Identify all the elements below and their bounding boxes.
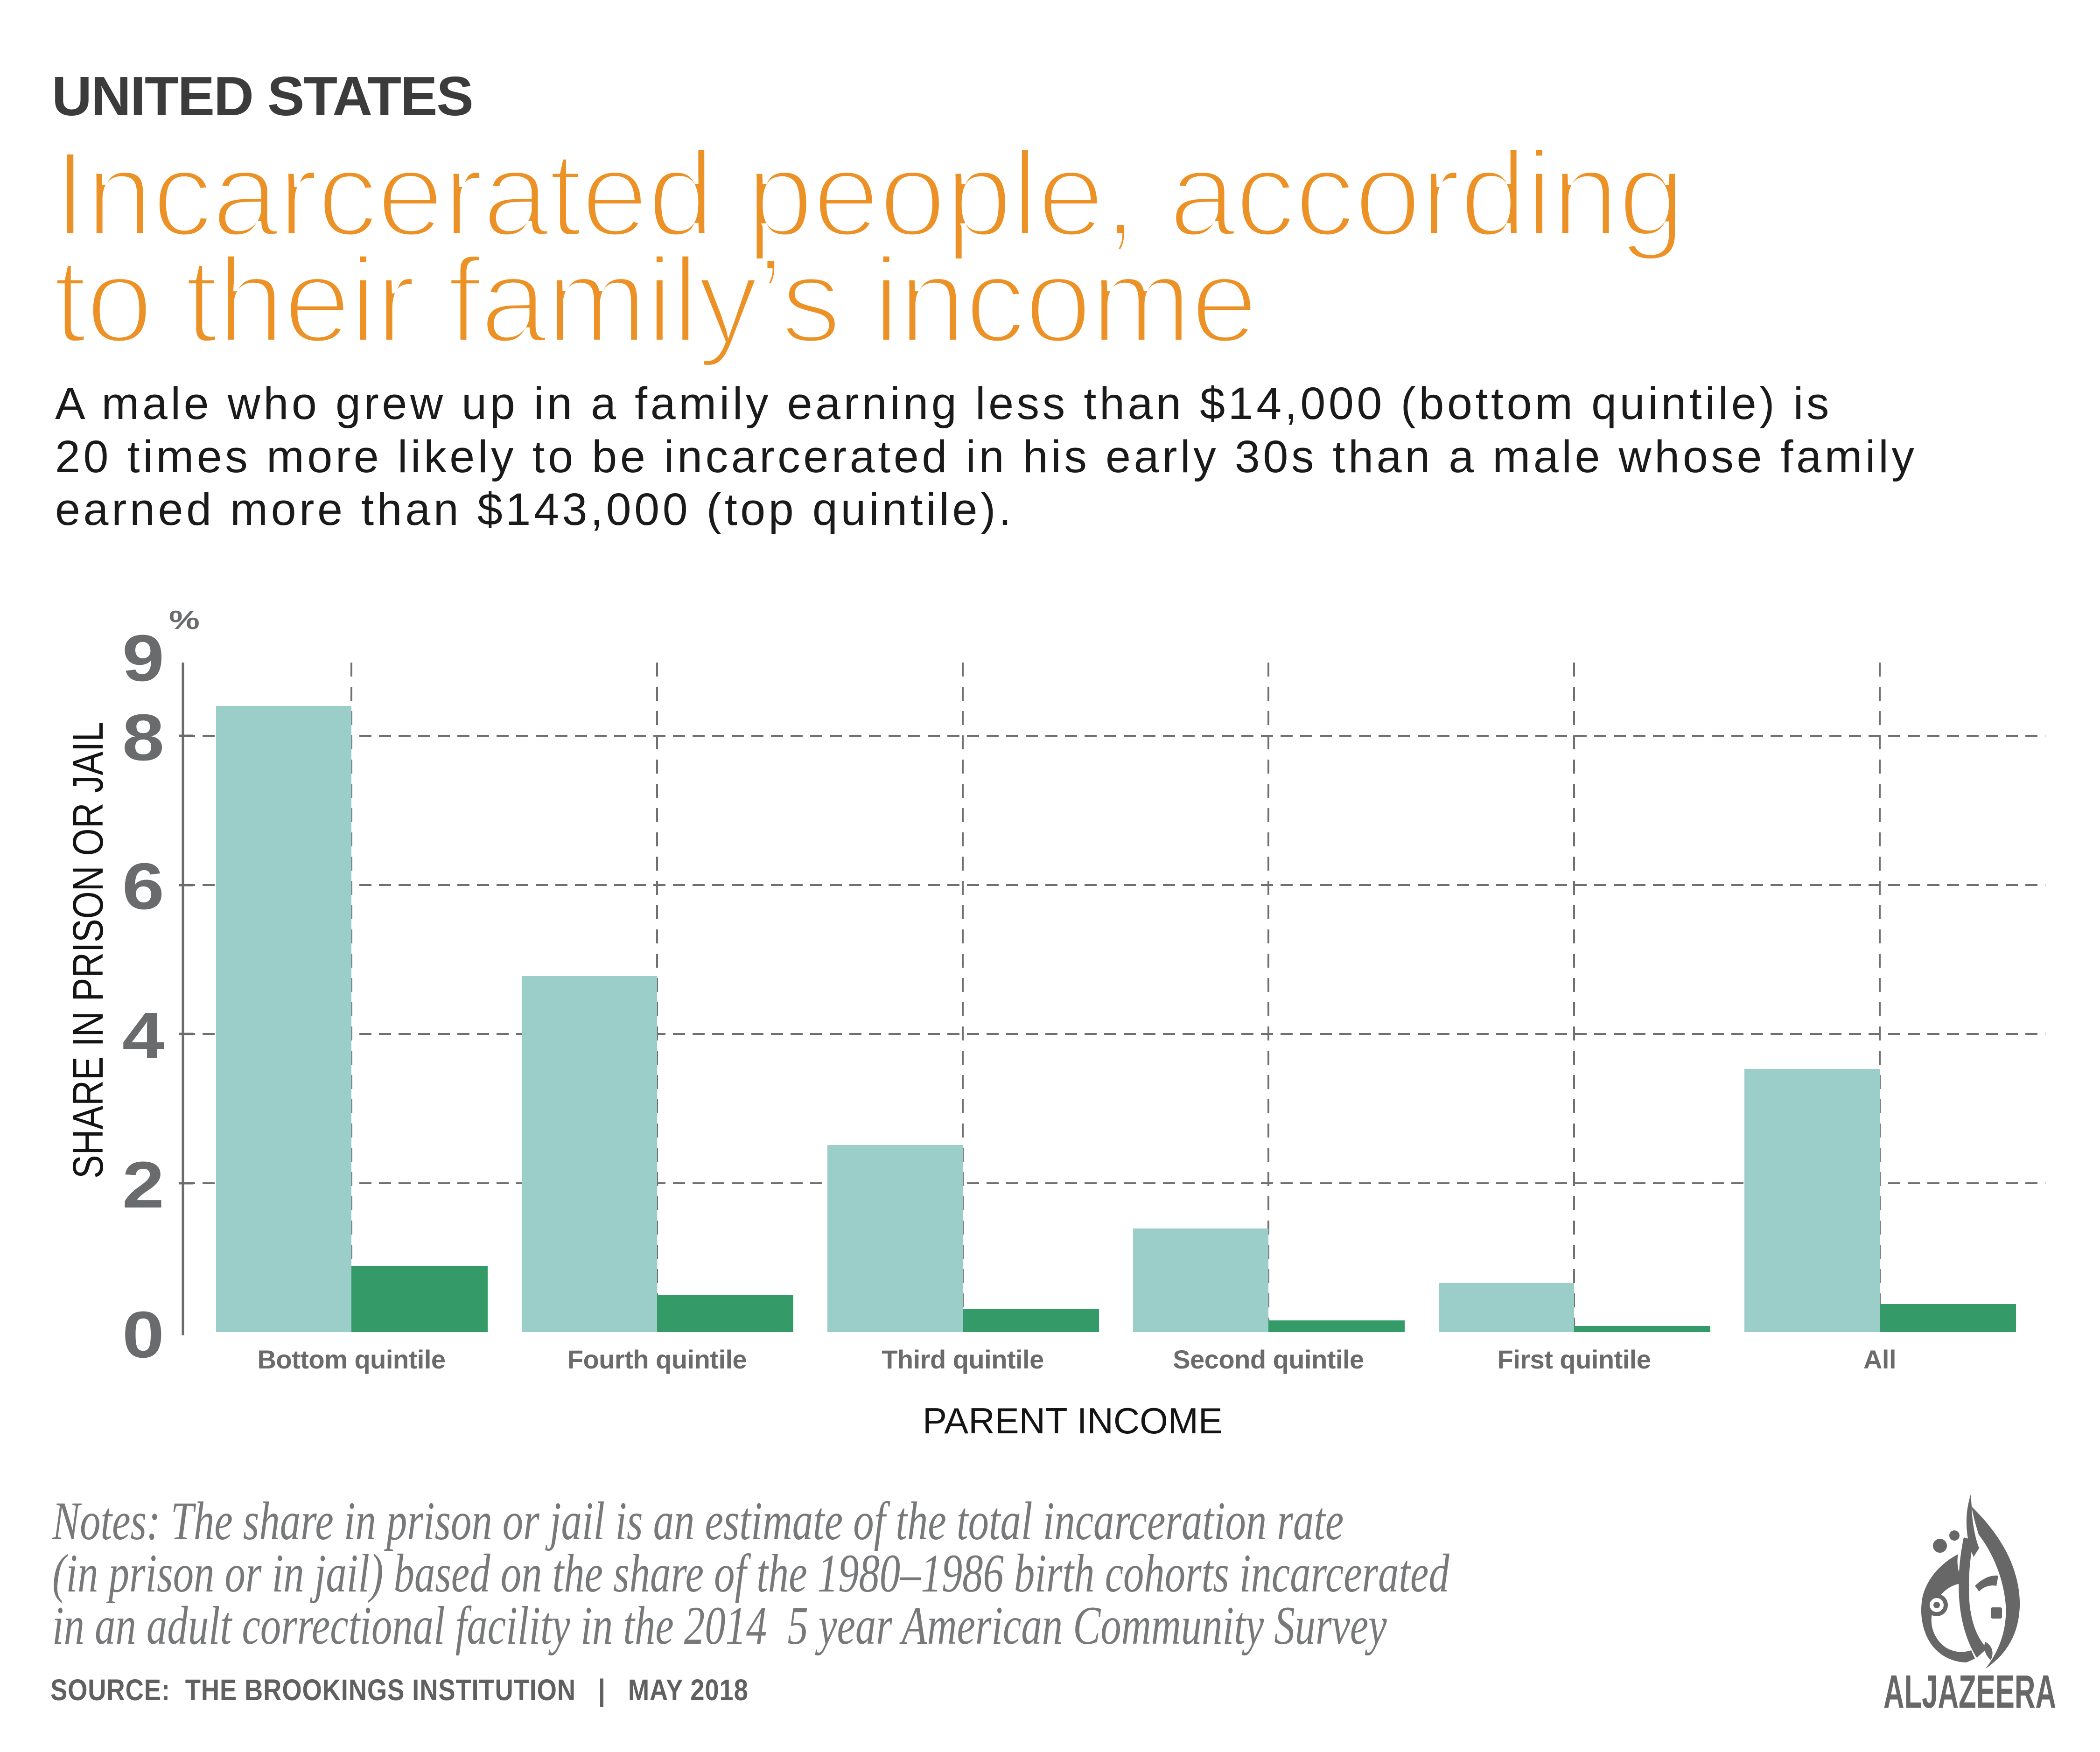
svg-text:ALJAZEERA: ALJAZEERA	[1883, 1666, 2056, 1716]
